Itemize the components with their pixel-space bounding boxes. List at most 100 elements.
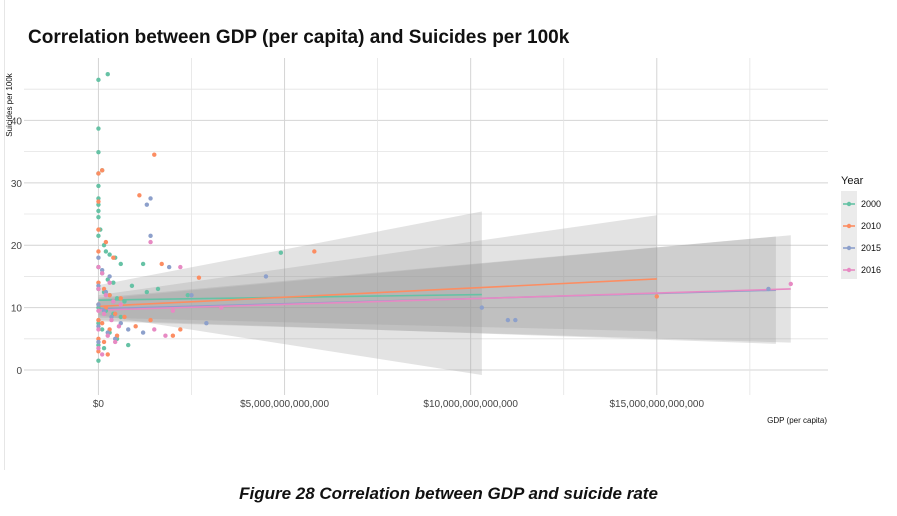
- data-point-2010: [148, 317, 153, 323]
- confidence-bands: [98, 211, 791, 376]
- data-point-2000: [96, 358, 101, 363]
- data-point-2000: [278, 250, 284, 255]
- data-point-2000: [122, 299, 127, 304]
- data-point-2015: [479, 305, 485, 310]
- data-point-2010: [105, 352, 110, 357]
- data-points: [96, 72, 793, 363]
- data-point-2000: [107, 252, 112, 257]
- data-point-2015: [148, 196, 153, 201]
- legend-key-point-2016: [846, 267, 852, 273]
- legend-label-2010: 2010: [861, 221, 881, 231]
- scatter-plot: Correlation between GDP (per capita) and…: [5, 27, 881, 425]
- legend-label-2016: 2016: [861, 265, 881, 275]
- legend-label-2000: 2000: [861, 199, 881, 209]
- data-point-2000: [96, 208, 101, 214]
- data-point-2000: [96, 77, 101, 83]
- data-point-2010: [96, 349, 101, 354]
- data-point-2010: [96, 171, 101, 176]
- y-tick-label: 10: [11, 304, 23, 315]
- x-tick-label: $10,000,000,000,000: [423, 399, 518, 410]
- data-point-2015: [112, 336, 118, 342]
- data-point-2000: [96, 342, 101, 348]
- tick-labels: 0 10 20 30 40 $0 $5,000,000,000,000 $10,000,000…: [11, 116, 705, 410]
- data-point-2016: [116, 324, 122, 329]
- x-tick-label: $15,000,000,000,000: [610, 399, 705, 410]
- data-point-2000: [129, 283, 135, 288]
- data-point-2000: [96, 321, 101, 326]
- data-point-2010: [133, 324, 138, 329]
- data-point-2010: [112, 311, 118, 317]
- data-point-2015: [513, 317, 518, 323]
- confidence-band-2000: [98, 211, 482, 376]
- data-point-2010: [96, 227, 101, 232]
- data-point-2015: [99, 267, 105, 273]
- trend-line-2016: [98, 288, 791, 311]
- data-point-2015: [505, 317, 511, 323]
- data-point-2016: [170, 308, 176, 313]
- data-point-2000: [144, 289, 150, 295]
- legend-key-point-2000: [846, 201, 852, 207]
- data-point-2016: [96, 286, 101, 292]
- chart-title: Correlation between GDP (per capita) and…: [28, 27, 570, 48]
- y-tick-label: 40: [11, 116, 23, 127]
- legend-key-point-2010: [846, 223, 852, 229]
- data-point-2015: [148, 233, 153, 239]
- data-point-2015: [766, 286, 771, 292]
- data-point-2016: [118, 302, 123, 307]
- data-point-2015: [140, 330, 146, 335]
- data-point-2015: [96, 324, 101, 329]
- legend-title: Year: [841, 175, 864, 187]
- data-point-2000: [96, 233, 101, 239]
- data-point-2016: [101, 311, 107, 317]
- data-point-2016: [99, 352, 105, 357]
- data-point-2010: [99, 168, 105, 173]
- data-point-2010: [178, 327, 183, 332]
- data-point-2000: [96, 126, 101, 131]
- data-point-2016: [219, 305, 224, 310]
- data-point-2015: [263, 274, 269, 279]
- confidence-band-2010: [98, 215, 657, 332]
- x-axis-title: GDP (per capita): [767, 416, 827, 425]
- data-point-2016: [788, 281, 793, 287]
- page-edge-line: [4, 0, 5, 470]
- data-point-2000: [103, 249, 109, 254]
- data-point-2016: [148, 239, 153, 245]
- data-point-2000: [118, 314, 123, 320]
- chart-figure: Correlation between GDP (per capita) and…: [5, 27, 881, 425]
- data-point-2016: [96, 308, 101, 313]
- data-point-2000: [96, 305, 101, 310]
- y-tick-label: 0: [16, 366, 22, 377]
- data-point-2010: [101, 339, 107, 345]
- data-point-2010: [96, 317, 101, 323]
- data-point-2010: [654, 294, 659, 299]
- data-point-2000: [101, 345, 107, 351]
- data-point-2000: [96, 196, 101, 201]
- data-point-2016: [103, 292, 109, 298]
- data-point-2000: [96, 150, 101, 155]
- data-point-2000: [118, 261, 123, 267]
- data-point-2015: [96, 283, 101, 288]
- data-point-2016: [96, 327, 101, 332]
- trend-lines: [98, 278, 791, 311]
- data-point-2015: [107, 274, 112, 279]
- data-point-2015: [103, 289, 109, 295]
- data-point-2010: [107, 292, 112, 298]
- data-point-2010: [96, 280, 101, 285]
- data-point-2010: [312, 249, 317, 254]
- data-point-2010: [111, 255, 116, 260]
- data-point-2016: [178, 264, 183, 270]
- data-point-2010: [137, 193, 142, 198]
- data-point-2010: [96, 199, 101, 204]
- data-point-2000: [114, 296, 120, 301]
- data-point-2000: [96, 183, 101, 189]
- data-point-2015: [105, 330, 110, 335]
- legend: Year 2000 2010 2015 2016: [841, 175, 881, 279]
- data-point-2010: [96, 249, 101, 254]
- data-point-2000: [96, 214, 101, 220]
- data-point-2015: [126, 327, 131, 332]
- data-point-2016: [99, 271, 105, 276]
- data-point-2016: [96, 345, 101, 351]
- data-point-2015: [101, 308, 107, 313]
- data-point-2010: [122, 314, 127, 320]
- data-point-2000: [105, 72, 110, 77]
